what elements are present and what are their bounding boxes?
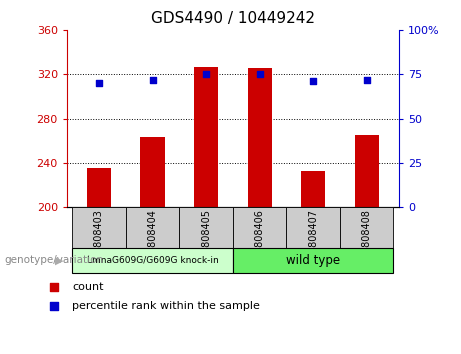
Bar (301, 171, 325, 207)
Text: GSM808407: GSM808407 (308, 209, 318, 268)
Point (363, 77, 370, 82)
Text: LmnaG609G/G609G knock-in: LmnaG609G/G609G knock-in (87, 256, 219, 265)
Bar (248, 68, 272, 207)
Point (309, 79, 317, 84)
Bar (179, 207, 233, 248)
Text: GSM808403: GSM808403 (94, 209, 104, 268)
Point (256, 72, 263, 77)
Bar (340, 207, 393, 248)
Text: wild type: wild type (286, 254, 340, 267)
Bar (233, 207, 286, 248)
Text: GSM808406: GSM808406 (254, 209, 265, 268)
Text: GSM808408: GSM808408 (361, 209, 372, 268)
Bar (141, 137, 165, 207)
Bar (355, 135, 378, 207)
Point (95, 80, 103, 86)
Bar (126, 207, 179, 248)
Bar (72, 248, 233, 273)
Point (202, 72, 210, 77)
Text: percentile rank within the sample: percentile rank within the sample (72, 302, 260, 312)
Text: genotype/variation: genotype/variation (5, 255, 104, 265)
Text: GSM808404: GSM808404 (148, 209, 158, 268)
Point (149, 77, 156, 82)
Text: GSM808405: GSM808405 (201, 209, 211, 268)
Bar (194, 67, 218, 207)
Bar (233, 248, 393, 273)
Text: ▶: ▶ (55, 255, 64, 265)
Bar (286, 207, 340, 248)
Title: GDS4490 / 10449242: GDS4490 / 10449242 (151, 11, 315, 26)
Text: count: count (72, 282, 104, 292)
Bar (72, 207, 126, 248)
Point (314, 38, 322, 44)
Point (314, 215, 322, 221)
Bar (87, 169, 111, 207)
